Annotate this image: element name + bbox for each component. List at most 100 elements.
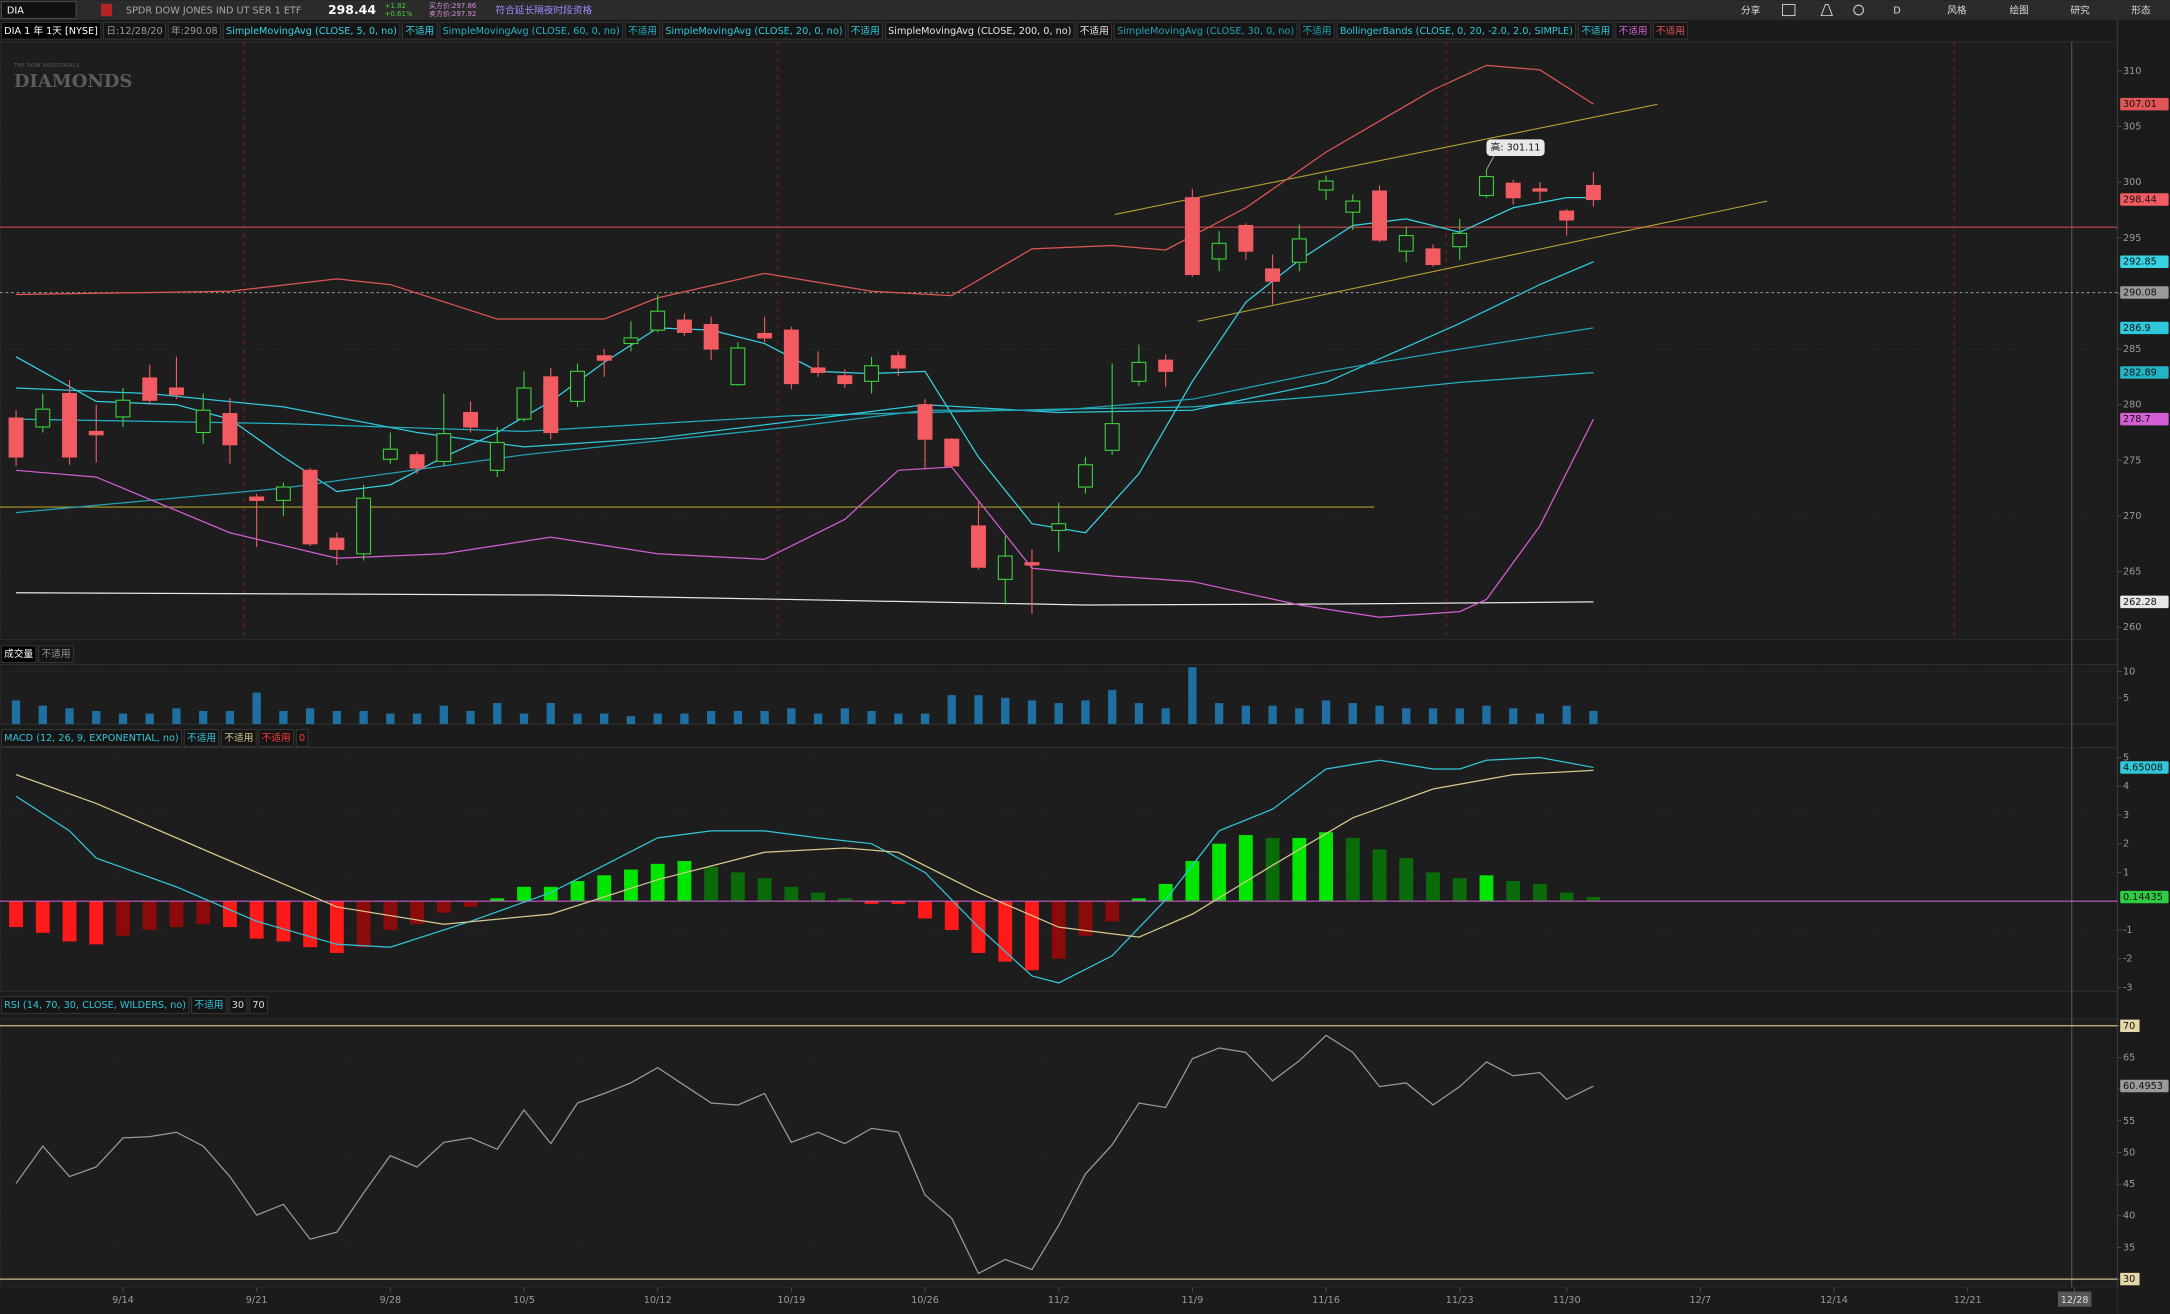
macd-histogram-bar xyxy=(356,901,371,948)
candle-body xyxy=(917,404,933,440)
candle-body xyxy=(1291,238,1307,263)
toolbar-button[interactable]: 研究 xyxy=(2070,4,2090,17)
candle-body xyxy=(1318,180,1334,191)
icon[interactable] xyxy=(1782,3,1796,17)
icon[interactable] xyxy=(1853,4,1865,16)
candle-body xyxy=(302,469,318,545)
y-tick-label: 295 xyxy=(2123,233,2141,244)
study-label: 不适用 xyxy=(851,25,880,37)
macd-histogram-bar xyxy=(116,901,130,936)
price-label: 298.44 xyxy=(2123,195,2157,206)
volume-bar xyxy=(439,705,448,725)
volume-bar xyxy=(1027,700,1037,725)
candle-body xyxy=(783,329,799,385)
y-tick-label: 3 xyxy=(2123,810,2129,821)
y-tick-label: 265 xyxy=(2123,567,2141,578)
candle-body xyxy=(436,433,452,462)
y-tick-label: 35 xyxy=(2123,1242,2135,1253)
study-label: 不适用 xyxy=(224,732,253,744)
symbol[interactable]: DIA xyxy=(7,6,24,17)
study-label-box xyxy=(1652,22,1689,40)
macd-histogram-bar xyxy=(677,860,692,902)
macd-histogram-bar xyxy=(1238,835,1253,902)
y-tick-label: 70 xyxy=(2123,1021,2135,1032)
volume-bar xyxy=(626,716,636,725)
study-label-box xyxy=(0,645,37,663)
study-label-box xyxy=(103,22,166,40)
candle-body xyxy=(810,367,826,373)
study-label-box xyxy=(0,729,182,747)
toolbar-button[interactable]: 形态 xyxy=(2131,4,2151,17)
macd-histogram-bar xyxy=(1319,832,1333,902)
volume-bar xyxy=(813,713,823,725)
study-label-box xyxy=(38,645,74,663)
candle-body xyxy=(1131,361,1147,382)
toolbar-button[interactable]: 风格 xyxy=(1947,4,1967,17)
study-label: 不适用 xyxy=(1581,25,1610,37)
macd-histogram-bar xyxy=(891,901,906,905)
candle-body xyxy=(516,387,532,420)
study-label: SimpleMovingAvg (CLOSE, 5, 0, no) xyxy=(226,26,397,37)
candle-body xyxy=(971,525,986,568)
macd-histogram-bar xyxy=(35,901,50,933)
macd-histogram-bar xyxy=(570,881,585,902)
candle-body xyxy=(115,399,131,418)
candle-body xyxy=(195,409,211,434)
study-label-box xyxy=(1615,22,1651,40)
volume-bar xyxy=(11,700,21,725)
macd-histogram-bar xyxy=(944,901,959,930)
y-tick-label: -2 xyxy=(2123,954,2133,965)
x-tick-label: 11/23 xyxy=(1446,1295,1474,1306)
macd-histogram-bar xyxy=(276,901,291,942)
macd-histogram-bar xyxy=(223,901,237,928)
candle-body xyxy=(8,417,24,458)
study-label-box xyxy=(221,729,257,747)
macd-histogram-bar xyxy=(1212,843,1227,902)
volume-bar xyxy=(974,695,983,725)
volume-bar xyxy=(38,705,47,725)
moving-average-line xyxy=(16,592,1594,606)
price-label: 4.65008 xyxy=(2123,762,2163,773)
price-label: 282.89 xyxy=(2123,368,2157,379)
study-label-box xyxy=(183,729,220,747)
annotation-leader xyxy=(1486,154,1496,171)
x-tick-label: 12/28 xyxy=(2061,1295,2089,1306)
candle-body xyxy=(1077,464,1093,488)
volume-bar xyxy=(1161,708,1170,725)
candle-body xyxy=(1345,200,1361,213)
candle-body xyxy=(275,486,291,501)
macd-histogram-bar xyxy=(1452,878,1467,902)
volume-bar xyxy=(386,713,395,725)
candle-body xyxy=(650,310,666,331)
price-label: 278.7 xyxy=(2123,414,2151,425)
macd-histogram-bar xyxy=(463,901,478,907)
macd-histogram-bar xyxy=(196,901,211,925)
icon[interactable] xyxy=(1820,3,1834,17)
symbol-input[interactable] xyxy=(0,1,77,19)
y-tick-label: 1 xyxy=(2123,867,2129,878)
volume-bar xyxy=(1428,708,1438,725)
candle-body xyxy=(1372,190,1387,241)
candle-body xyxy=(890,355,906,369)
study-label-box xyxy=(847,22,884,40)
study-label: 成交量 xyxy=(4,647,33,660)
volume-bar xyxy=(1268,705,1277,725)
x-tick-label: 12/21 xyxy=(1954,1295,1982,1306)
description: SPDR DOW JONES IND UT SER 1 ETF xyxy=(126,6,301,17)
study-label-box xyxy=(0,22,102,40)
toolbar-button[interactable]: 分享 xyxy=(1741,4,1761,17)
price-label-box xyxy=(2120,97,2169,111)
candle-body xyxy=(596,355,612,361)
macd-histogram-bar xyxy=(624,869,638,902)
candle-body xyxy=(1452,232,1468,248)
study-label: SimpleMovingAvg (CLOSE, 200, 0, no) xyxy=(888,26,1071,37)
candle-body xyxy=(623,337,639,345)
toolbar-button[interactable]: 绘图 xyxy=(2009,4,2028,17)
price-label: 0.14435 xyxy=(2123,892,2163,903)
toolbar-button[interactable]: D xyxy=(1893,6,1900,17)
macd-histogram-bar xyxy=(1399,858,1414,902)
toolbar xyxy=(0,0,2170,20)
y-tick-label: -3 xyxy=(2123,982,2133,993)
volume-bar xyxy=(1108,689,1117,725)
